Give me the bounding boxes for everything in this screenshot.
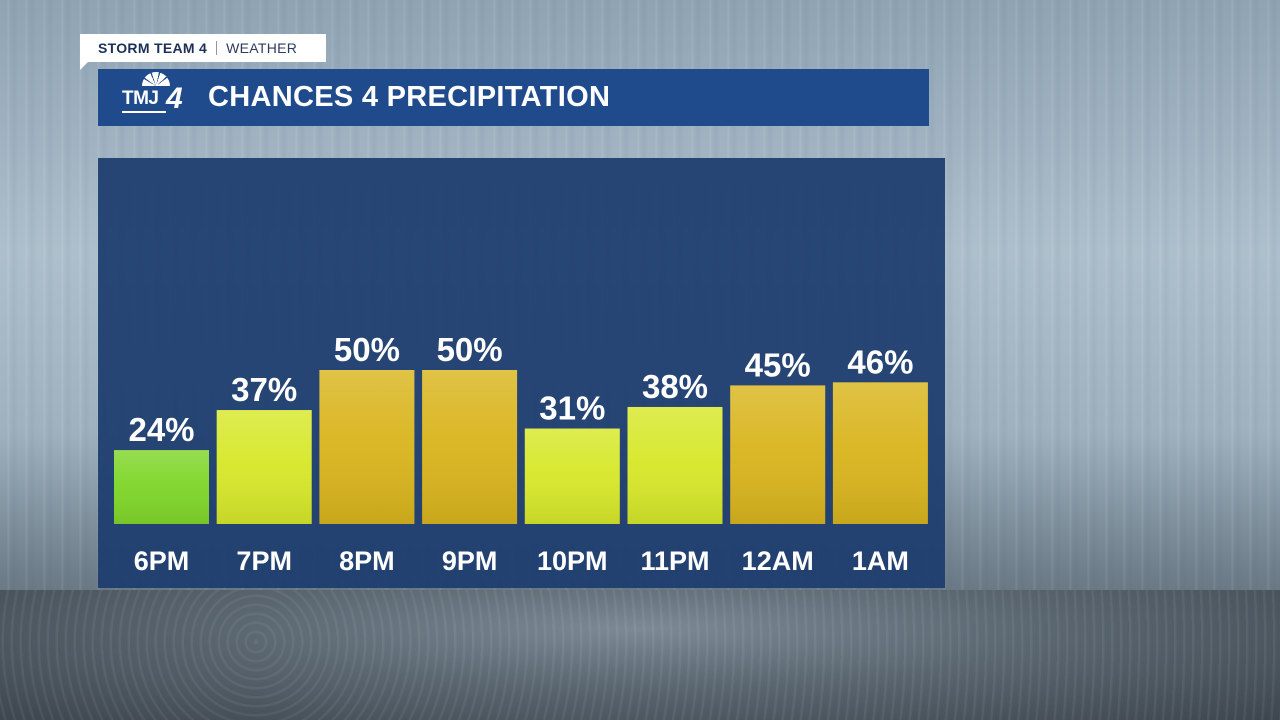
bar-gloss-8pm [319,370,415,524]
brand-divider [216,41,218,55]
value-label-9pm: 50% [437,331,503,368]
page-title: CHANCES 4 PRECIPITATION [208,81,611,113]
program-name: STORM TEAM 4 [98,40,208,56]
bar-gloss-1am [832,382,928,524]
value-label-11pm: 38% [642,368,708,405]
bar-gloss-10pm [524,428,620,524]
value-label-1am: 46% [847,343,913,380]
brand-tag-notch [80,62,88,70]
category-label-9pm: 9PM [442,546,498,576]
bar-gloss-7pm [216,410,312,524]
brand-tag: STORM TEAM 4 WEATHER [80,34,326,70]
peacock-icon [142,72,170,86]
category-label-12am: 12AM [742,546,814,576]
bar-gloss-11pm [627,406,723,524]
category-label-6pm: 6PM [134,546,190,576]
section-name: WEATHER [226,40,298,56]
value-label-6pm: 24% [128,411,194,448]
station-logo: TMJ 4 [122,69,194,126]
logo-underline [122,111,166,113]
category-label-11pm: 11PM [640,546,709,576]
logo-station-number: 4 [166,82,183,115]
category-label-1am: 1AM [852,546,909,576]
bar-gloss-12am [730,385,826,524]
category-label-10pm: 10PM [537,546,608,576]
chart-canvas: 24% 6PM 37% 7PM 50% 8PM 50% 9PM 31% 10PM 38% 11PM 45… [114,331,928,576]
bar-gloss-6pm [114,450,209,524]
value-label-7pm: 37% [231,371,297,408]
logo-station-text: TMJ [122,88,159,109]
category-label-7pm: 7PM [236,546,292,576]
header-bar: TMJ 4 CHANCES 4 PRECIPITATION [98,69,929,126]
bar-gloss-9pm [422,370,518,524]
category-label-8pm: 8PM [339,546,395,576]
value-label-10pm: 31% [539,390,605,427]
wet-ground-background [0,590,1280,720]
precipitation-chart: 24% 6PM 37% 7PM 50% 8PM 50% 9PM 31% 10PM 38% 11PM 45… [98,158,945,588]
value-label-8pm: 50% [334,331,400,368]
value-label-12am: 45% [745,346,811,383]
